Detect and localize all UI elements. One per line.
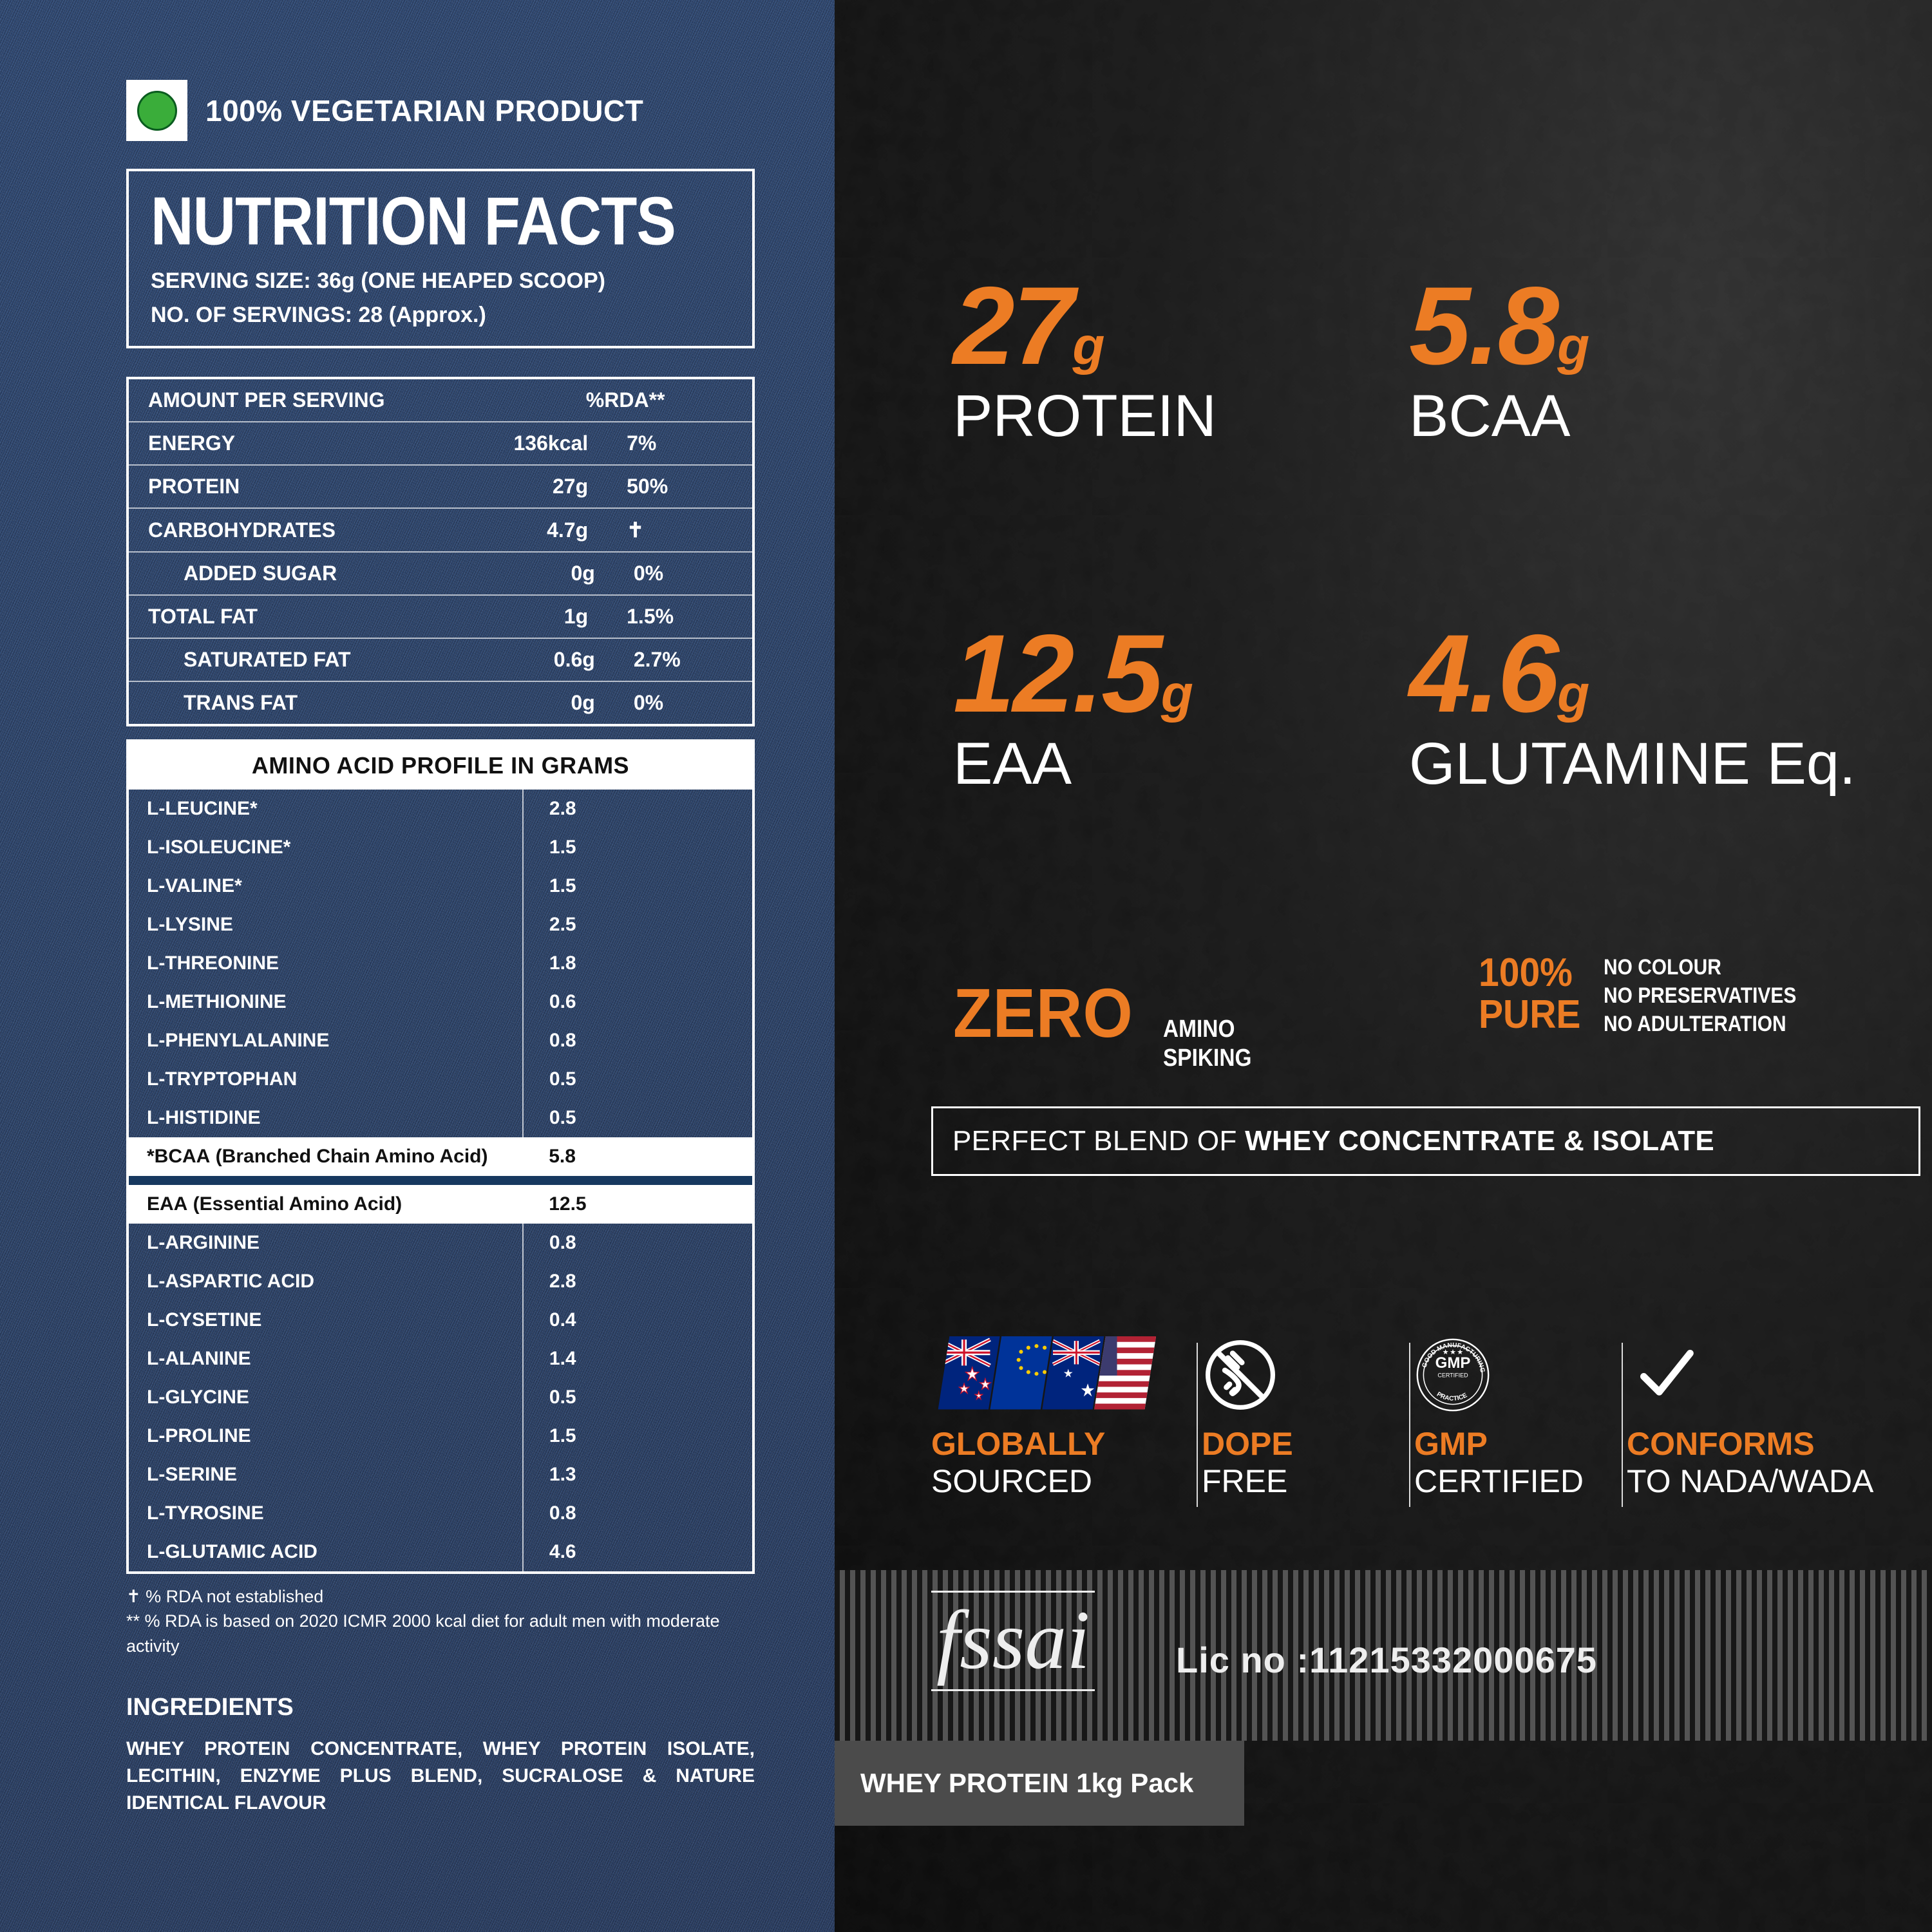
svg-text:GMP: GMP (1435, 1354, 1471, 1372)
svg-text:CERTIFIED: CERTIFIED (1437, 1372, 1468, 1379)
svg-text:PRACTICE: PRACTICE (1435, 1391, 1469, 1403)
